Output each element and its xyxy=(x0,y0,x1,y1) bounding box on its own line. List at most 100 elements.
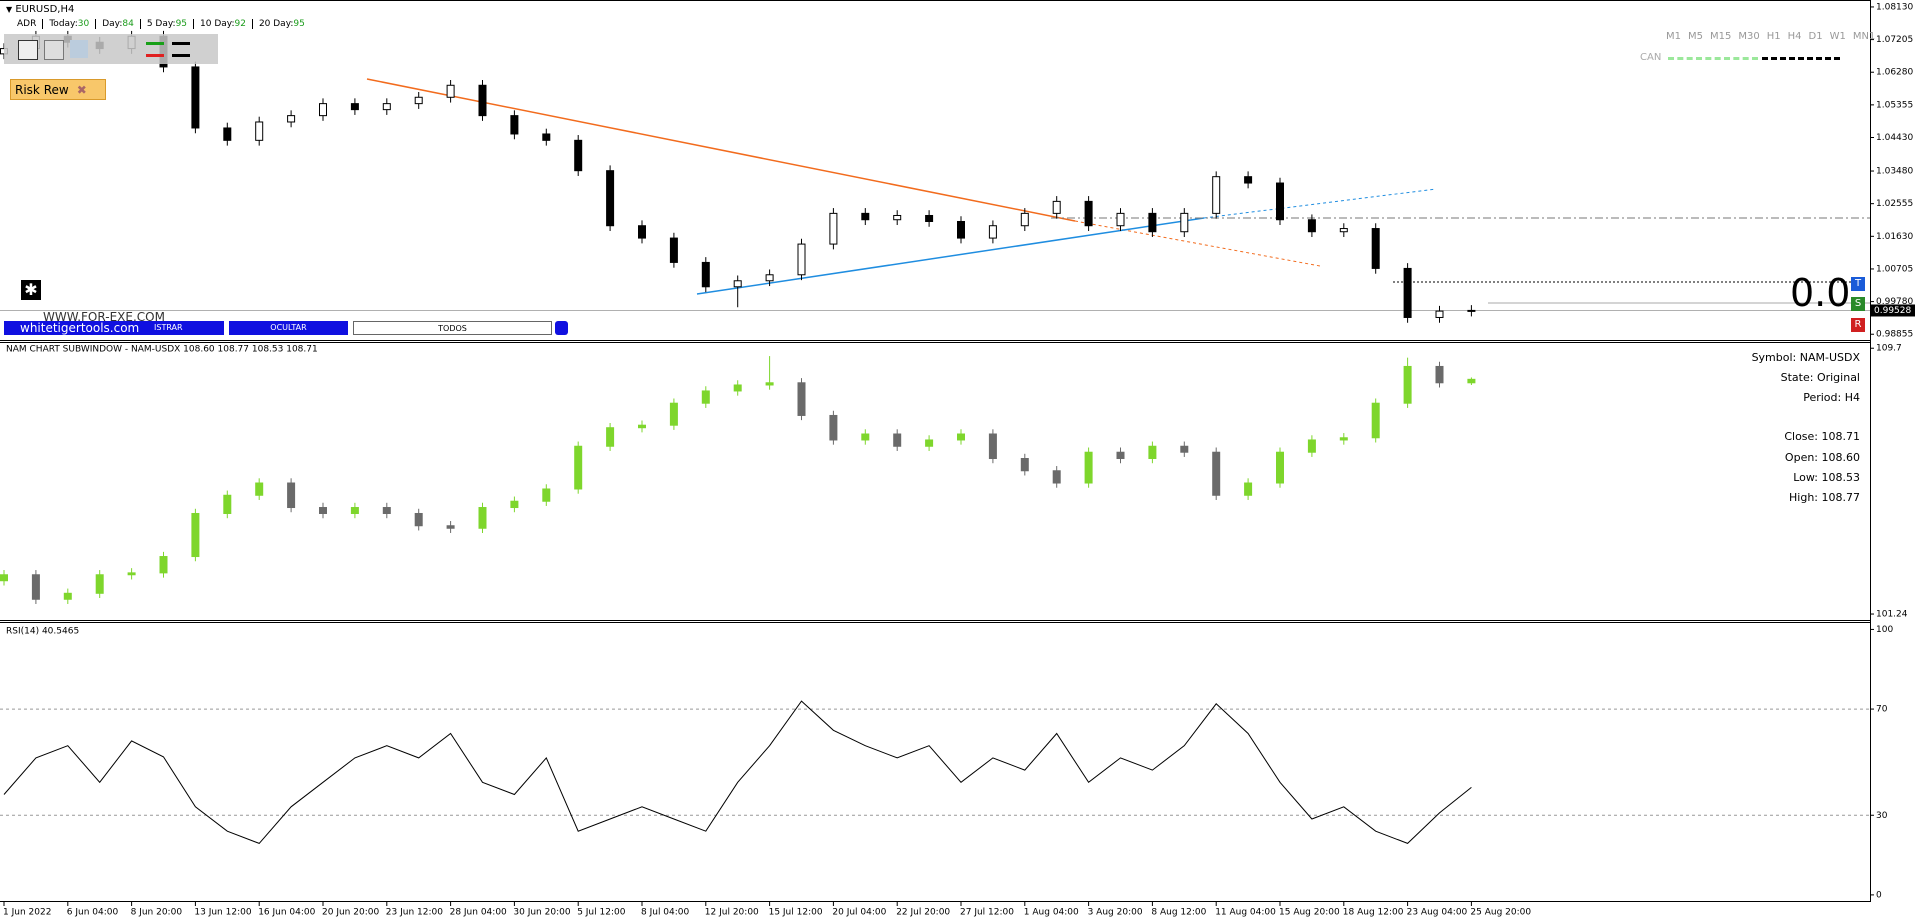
line-style xyxy=(146,42,164,45)
candle-body xyxy=(1020,212,1029,227)
candle-body xyxy=(542,133,551,141)
candle-body xyxy=(319,507,327,514)
candle-body xyxy=(350,507,359,514)
candle-body xyxy=(701,261,710,288)
timeframe[interactable]: M1 xyxy=(1666,31,1681,42)
button[interactable]: whitetigertools.com ISTRAR xyxy=(4,321,224,335)
candle-body xyxy=(510,500,519,509)
info-text: State: Original xyxy=(1781,371,1860,384)
separator xyxy=(42,19,44,29)
separator xyxy=(139,19,141,29)
price-label: 0.99528 xyxy=(1874,306,1911,316)
candle-body xyxy=(1435,365,1444,384)
tool-icon[interactable] xyxy=(70,40,88,58)
y-tick-label: 0.99780 xyxy=(1876,297,1913,307)
candle-body xyxy=(701,390,710,404)
x-tick-label: 22 Jul 20:00 xyxy=(896,908,950,918)
tool-icon[interactable] xyxy=(18,40,38,60)
candle-body xyxy=(478,84,487,117)
timeframe[interactable]: H1 xyxy=(1766,31,1781,42)
y-tick-label: 1.07205 xyxy=(1876,35,1913,45)
symbol-header: ▼ EURUSD,H4 xyxy=(6,5,74,15)
candle-body xyxy=(414,512,423,527)
candle-body xyxy=(925,214,934,222)
tool-icon[interactable] xyxy=(44,40,64,60)
risk-panel[interactable]: Risk Rew ✖ xyxy=(10,79,106,100)
candle-body xyxy=(1052,470,1061,484)
timeframe[interactable]: M15 xyxy=(1710,31,1732,42)
x-tick-label: 3 Aug 20:00 xyxy=(1088,908,1143,918)
y-tick-label: 1.01630 xyxy=(1876,232,1913,242)
info-text: High: 108.77 xyxy=(1789,491,1860,504)
candle-body xyxy=(287,482,296,509)
button-label: ISTRAR xyxy=(154,323,183,332)
candle-body xyxy=(797,243,806,276)
timeframe[interactable]: M30 xyxy=(1738,31,1760,42)
timeframe[interactable]: MN1 xyxy=(1852,31,1876,42)
candle-body xyxy=(1212,176,1221,214)
x-tick-label: 12 Jul 20:00 xyxy=(705,908,759,918)
menu-arrow: ▼ xyxy=(6,5,13,14)
y-tick-label: 0.98855 xyxy=(1876,330,1913,340)
close-icon[interactable]: ✖ xyxy=(76,83,87,97)
candle-body xyxy=(1148,445,1157,460)
adr-label: ADR xyxy=(17,19,37,29)
timeframe[interactable]: D1 xyxy=(1808,31,1823,42)
button[interactable]: TODOS xyxy=(353,321,552,335)
timeframe[interactable]: M5 xyxy=(1688,31,1703,42)
y-tick-label: 100 xyxy=(1876,625,1893,635)
candle-body xyxy=(797,382,806,416)
x-tick-label: 30 Jun 20:00 xyxy=(513,908,570,918)
candle-body xyxy=(510,115,519,135)
adr-item-label: Day: xyxy=(102,19,123,29)
candle-body xyxy=(988,433,997,460)
info-text: Open: 108.60 xyxy=(1785,451,1860,464)
trade-button-label: T xyxy=(1854,278,1862,289)
candle-body xyxy=(1116,212,1125,227)
candle-body xyxy=(446,525,455,529)
candle-body xyxy=(988,225,997,239)
toolbar xyxy=(4,34,218,64)
adr-items: Today:30 Day:84 5 Day:95 10 Day:92 20 Day:95 xyxy=(36,19,305,29)
candle-body xyxy=(414,96,423,105)
y-tick-label: 1.08130 xyxy=(1876,2,1913,12)
timeframe[interactable]: H4 xyxy=(1787,31,1802,42)
candle-body xyxy=(223,494,232,514)
button[interactable] xyxy=(555,321,568,335)
big-value: 0.0 xyxy=(1790,271,1851,315)
info-text: Close: 108.71 xyxy=(1784,430,1860,443)
candle-body xyxy=(191,66,200,129)
candle-body xyxy=(893,433,902,447)
timeframes: M1 M5 M15 M30 H1 H4 D1 W1 MN1 xyxy=(1666,32,1882,42)
candle-body xyxy=(127,572,136,576)
candle-body xyxy=(1339,228,1348,233)
candle-body xyxy=(861,212,870,221)
x-tick-label: 16 Jun 04:00 xyxy=(258,908,315,918)
trade-button-label: S xyxy=(1854,298,1862,309)
candle-body xyxy=(765,274,774,282)
trade-button[interactable]: T xyxy=(1851,277,1865,291)
candle-body xyxy=(1371,402,1380,439)
candle-body xyxy=(669,402,678,426)
adr-item-value: 30 xyxy=(77,19,90,29)
candle-body xyxy=(1307,219,1316,233)
trade-button[interactable]: R xyxy=(1851,318,1865,332)
x-tick-label: 8 Jul 04:00 xyxy=(641,908,690,918)
candle-body xyxy=(829,212,838,245)
button-label: OCULTAR xyxy=(270,323,307,332)
y-tick-label: 70 xyxy=(1876,705,1888,715)
candle-body xyxy=(957,433,965,441)
x-tick-label: 20 Jul 04:00 xyxy=(832,908,886,918)
x-tick-label: 13 Jun 12:00 xyxy=(194,908,251,918)
rsi-line xyxy=(3,700,1472,844)
timeframe[interactable]: W1 xyxy=(1829,31,1846,42)
adr-item-value: 84 xyxy=(122,19,134,29)
panel: 101.24 109.7 Symbol: NAM-USDX State: Origin… xyxy=(0,344,1908,620)
separator xyxy=(251,19,253,29)
button[interactable]: OCULTAR xyxy=(229,321,348,335)
trend-line xyxy=(696,217,1205,295)
trade-button[interactable]: S xyxy=(1851,297,1865,311)
x-tick-label: 23 Aug 04:00 xyxy=(1407,908,1468,918)
y-tick-label: 109.7 xyxy=(1876,344,1902,354)
trade-button-label: R xyxy=(1854,319,1862,330)
